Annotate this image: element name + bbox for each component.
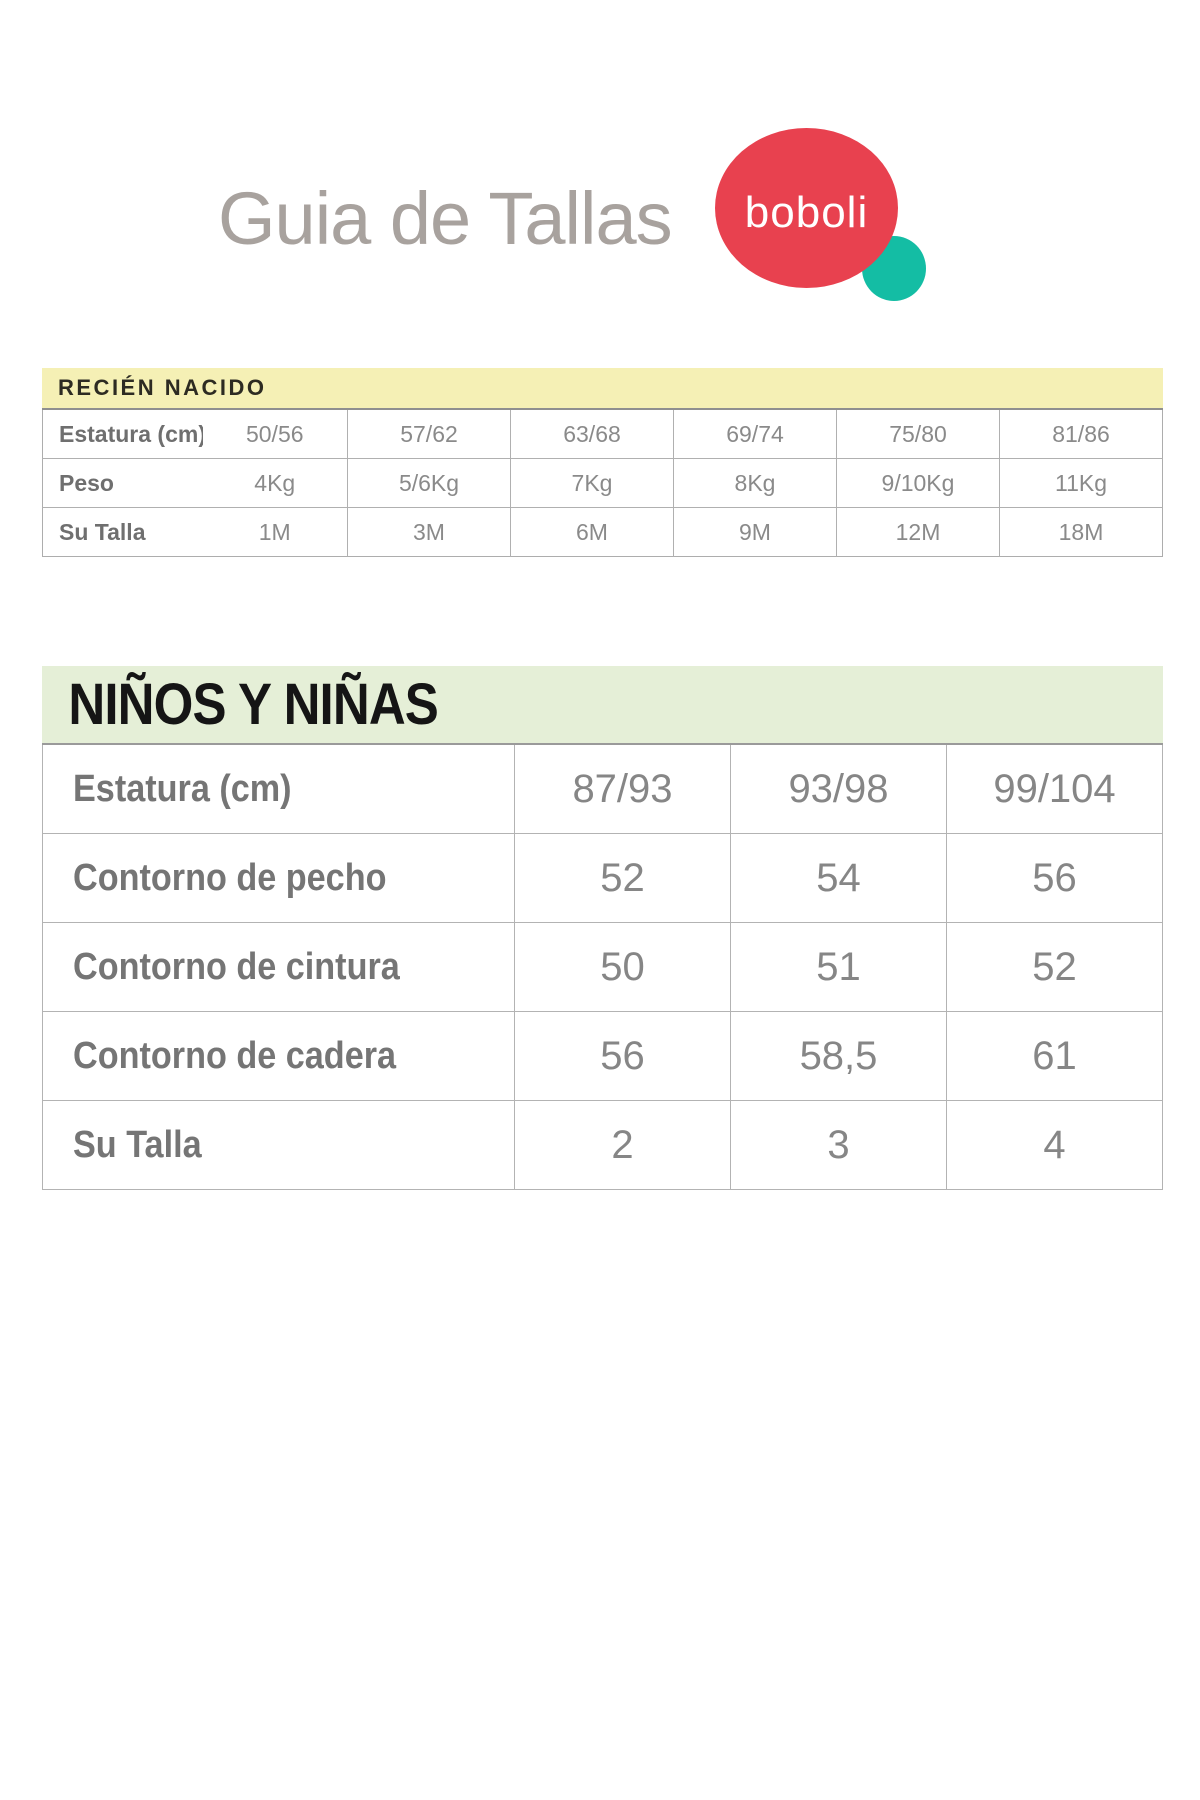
row-label-text: Su Talla <box>73 1123 202 1166</box>
table-cell: 93/98 <box>730 743 947 834</box>
row-label: Peso <box>42 458 203 508</box>
table-row: Contorno de cintura 50 51 52 <box>42 922 1163 1012</box>
table-cell: 57/62 <box>347 409 511 459</box>
kids-section-title: NIÑOS Y NIÑAS <box>68 672 438 737</box>
table-row: Estatura (cm) 87/93 93/98 99/104 <box>42 743 1163 834</box>
table-cell: 56 <box>514 1011 731 1101</box>
table-cell: 1M <box>202 507 348 557</box>
row-label: Contorno de cintura <box>42 922 515 1012</box>
table-cell: 52 <box>514 833 731 923</box>
page-title: Guia de Tallas <box>218 177 673 260</box>
table-cell: 2 <box>514 1100 731 1190</box>
table-cell: 3M <box>347 507 511 557</box>
table-cell: 50/56 <box>245 420 304 447</box>
table-row: Peso 4Kg 5/6Kg 7Kg 8Kg 9/10Kg 11Kg <box>42 458 1163 508</box>
table-cell: 81/86 <box>999 409 1163 459</box>
table-cell: 99/104 <box>946 743 1163 834</box>
table-row: Su Talla 1M 3M 6M 9M 12M 18M <box>42 507 1163 557</box>
table-row: Contorno de cadera 56 58,5 61 <box>42 1011 1163 1101</box>
kids-section-header: NIÑOS Y NIÑAS <box>42 666 1163 743</box>
row-label: Estatura (cm) <box>42 743 515 834</box>
table-cell: 6M <box>510 507 674 557</box>
newborn-size-table: Estatura (cm) 50/56 57/62 63/68 69/74 75… <box>42 408 1163 557</box>
table-row: Contorno de pecho 52 54 56 <box>42 833 1163 923</box>
table-cell: 58,5 <box>730 1011 947 1101</box>
boboli-logo: boboli <box>715 128 898 288</box>
kids-size-table: Estatura (cm) 87/93 93/98 99/104 Contorn… <box>42 743 1163 1190</box>
row-label: Contorno de cadera <box>42 1011 515 1101</box>
table-cell: 54 <box>730 833 947 923</box>
table-cell: 9M <box>673 507 837 557</box>
table-cell: 4 <box>946 1100 1163 1190</box>
table-cell: 11Kg <box>999 458 1163 508</box>
boboli-logo-text: boboli <box>744 188 869 237</box>
row-label: Su Talla <box>42 507 203 557</box>
table-cell: 56 <box>946 833 1163 923</box>
kids-section: NIÑOS Y NIÑAS Estatura (cm) 87/93 93/98 … <box>42 666 1163 1190</box>
table-cell: 50 <box>514 922 731 1012</box>
table-cell: 18M <box>999 507 1163 557</box>
table-cell: 8Kg <box>673 458 837 508</box>
row-label-text: Contorno de cintura <box>73 945 400 988</box>
table-cell: 4Kg <box>202 458 348 508</box>
newborn-section-title: RECIÉN NACIDO <box>58 375 267 400</box>
table-cell: 51 <box>730 922 947 1012</box>
table-row: Estatura (cm) 50/56 57/62 63/68 69/74 75… <box>43 409 1163 459</box>
table-row: Su Talla 2 3 4 <box>42 1100 1163 1190</box>
row-label: Contorno de pecho <box>42 833 515 923</box>
row-label-text: Contorno de pecho <box>73 856 387 899</box>
table-cell: 75/80 <box>836 409 1000 459</box>
table-cell: 87/93 <box>514 743 731 834</box>
table-cell: 12M <box>836 507 1000 557</box>
newborn-section-header: RECIÉN NACIDO <box>42 368 1163 408</box>
table-cell: 63/68 <box>510 409 674 459</box>
newborn-section: RECIÉN NACIDO Estatura (cm) 50/56 57/62 … <box>42 368 1163 557</box>
table-cell: 52 <box>946 922 1163 1012</box>
table-cell: 69/74 <box>673 409 837 459</box>
table-cell: 3 <box>730 1100 947 1190</box>
row-label: Estatura (cm) <box>59 420 203 447</box>
row-label-text: Estatura (cm) <box>73 767 292 810</box>
row-label: Su Talla <box>42 1100 515 1190</box>
table-cell: 61 <box>946 1011 1163 1101</box>
table-cell: 7Kg <box>510 458 674 508</box>
row-label-text: Contorno de cadera <box>73 1034 397 1077</box>
table-cell: 5/6Kg <box>347 458 511 508</box>
table-cell: 9/10Kg <box>836 458 1000 508</box>
